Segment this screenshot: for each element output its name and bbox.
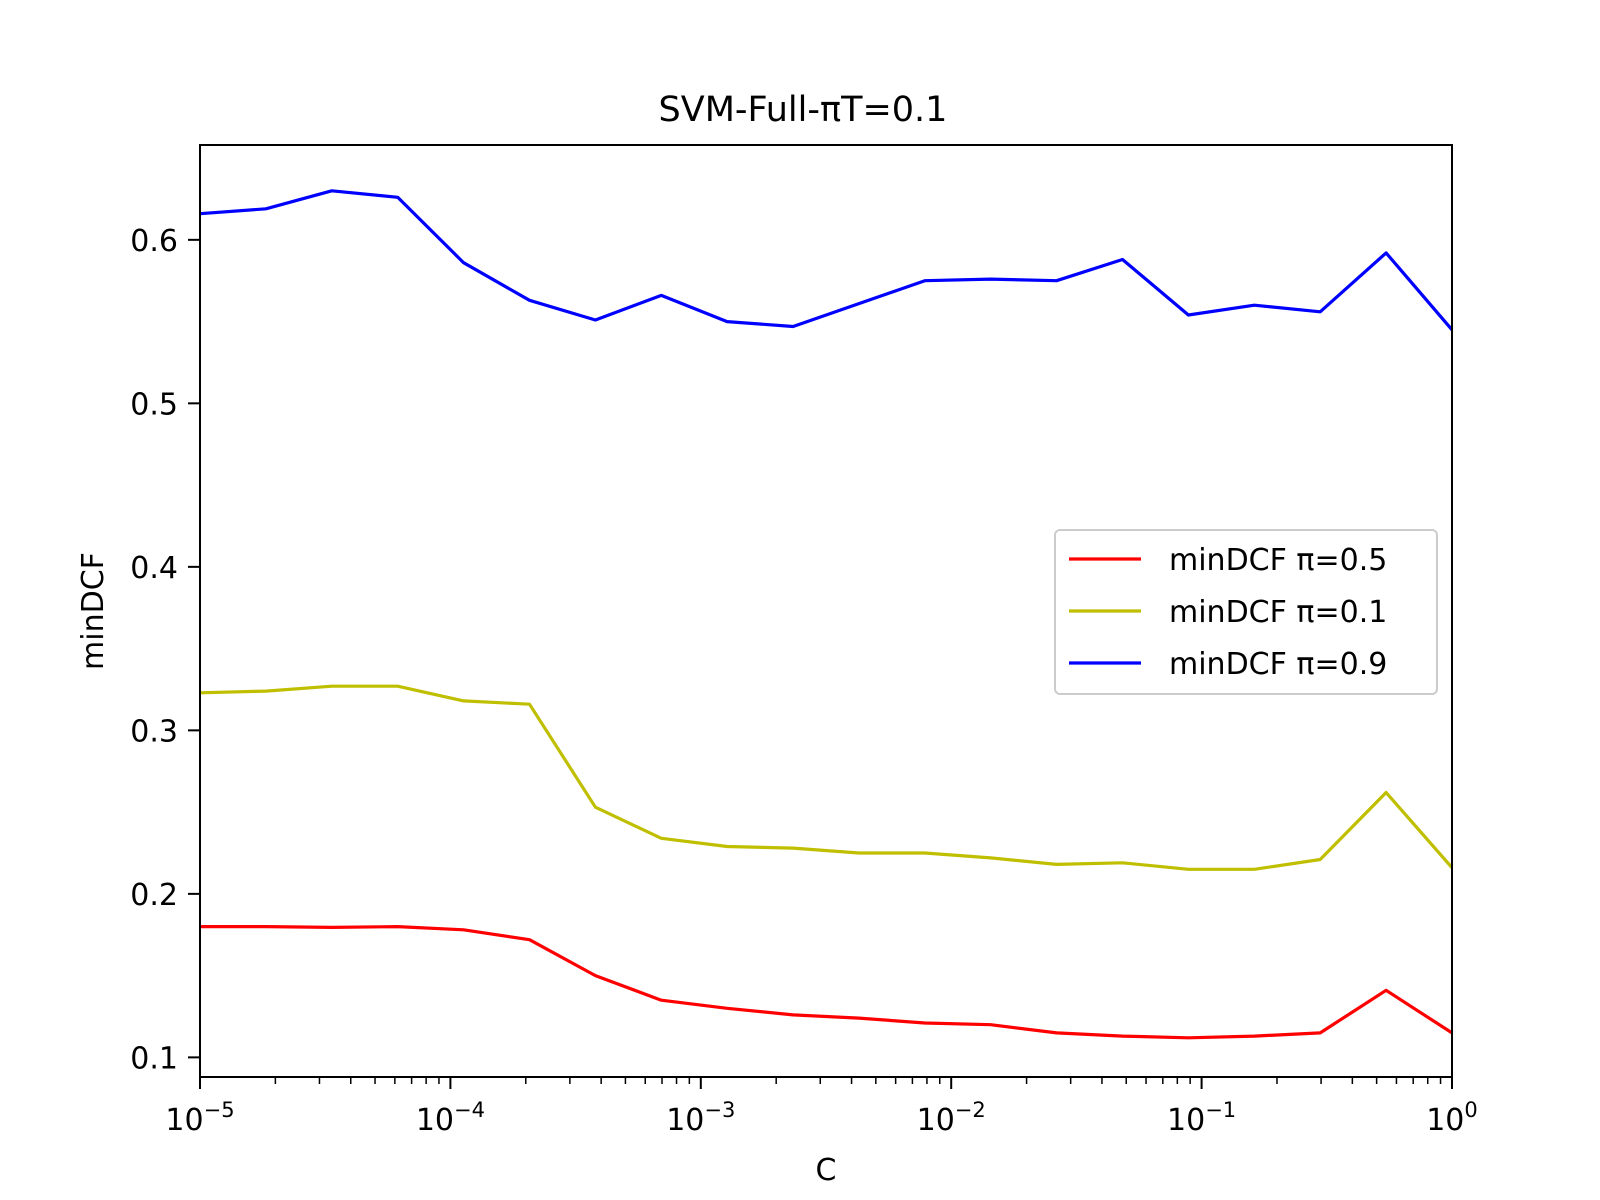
legend-label: minDCF π=0.5 [1169, 543, 1387, 578]
series-line-2 [199, 189, 1454, 331]
y-tick-label: 0.6 [130, 224, 178, 259]
y-tick-label: 0.5 [130, 387, 178, 422]
chart-title: SVM-Full-πT=0.1 [659, 90, 948, 130]
legend: minDCF π=0.5 minDCF π=0.1 minDCF π=0.9 [1054, 529, 1438, 695]
plot-lines [199, 189, 1454, 1040]
legend-label: minDCF π=0.9 [1169, 647, 1387, 682]
y-tick-label: 0.3 [130, 714, 178, 749]
x-axis-label: C [816, 1153, 837, 1188]
x-tick-label: 100 [1426, 1098, 1478, 1138]
x-tick-label: 10−1 [1167, 1098, 1236, 1138]
series-line-1 [199, 684, 1454, 871]
y-axis-ticks: 0.1 0.2 0.3 0.4 0.5 0.6 [130, 224, 200, 1076]
y-axis-label: minDCF [76, 552, 111, 670]
series-line-0 [200, 924, 1453, 1040]
y-tick-label: 0.2 [130, 878, 178, 913]
y-tick-label: 0.1 [130, 1041, 178, 1076]
x-tick-label: 10−2 [917, 1098, 986, 1138]
x-tick-label: 10−3 [666, 1098, 735, 1138]
legend-label: minDCF π=0.1 [1169, 595, 1387, 630]
legend-box [1054, 529, 1438, 695]
x-tick-label: 10−4 [416, 1098, 485, 1138]
y-tick-label: 0.4 [130, 551, 178, 586]
plot-frame [199, 144, 1453, 1078]
x-tick-label: 10−5 [165, 1098, 234, 1138]
x-axis-ticks: 10−5 10−4 10−3 10−2 10−1 100 [165, 1077, 1478, 1138]
